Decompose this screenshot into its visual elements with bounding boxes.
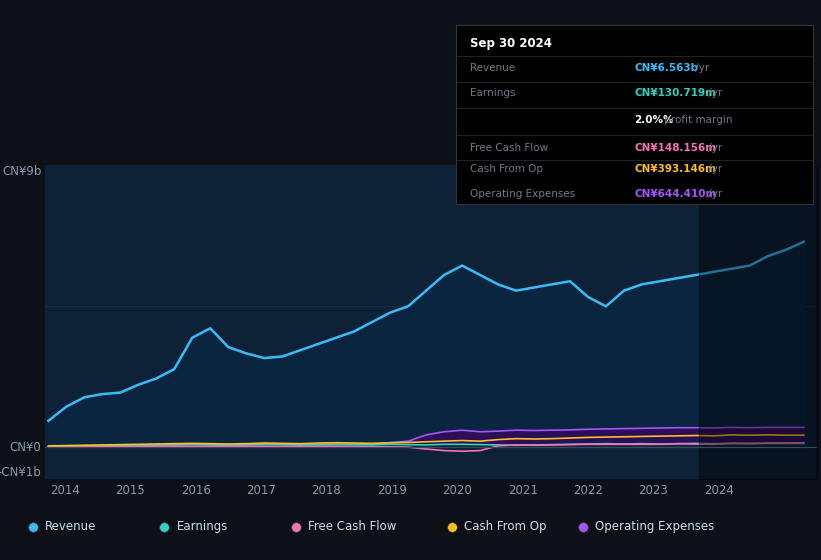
Text: 2.0%%: 2.0%% (635, 115, 674, 125)
Text: /yr: /yr (705, 143, 722, 153)
Text: CN¥393.146m: CN¥393.146m (635, 164, 716, 174)
Text: CN¥0: CN¥0 (10, 441, 41, 454)
Text: Cash From Op: Cash From Op (464, 520, 546, 533)
Text: /yr: /yr (705, 88, 722, 99)
Text: Earnings: Earnings (470, 88, 516, 99)
Text: -CN¥1b: -CN¥1b (0, 466, 41, 479)
Text: Earnings: Earnings (177, 520, 228, 533)
Text: /yr: /yr (705, 164, 722, 174)
Text: profit margin: profit margin (661, 115, 732, 125)
Text: Operating Expenses: Operating Expenses (595, 520, 714, 533)
Text: Sep 30 2024: Sep 30 2024 (470, 36, 552, 50)
Text: Cash From Op: Cash From Op (470, 164, 543, 174)
Text: CN¥644.410m: CN¥644.410m (635, 189, 717, 199)
Text: /yr: /yr (705, 189, 722, 199)
Text: Revenue: Revenue (470, 63, 515, 73)
Text: CN¥130.719m: CN¥130.719m (635, 88, 716, 99)
Text: /yr: /yr (692, 63, 709, 73)
Text: CN¥9b: CN¥9b (2, 165, 41, 178)
Text: CN¥148.156m: CN¥148.156m (635, 143, 717, 153)
Text: Revenue: Revenue (45, 520, 97, 533)
Text: Free Cash Flow: Free Cash Flow (470, 143, 548, 153)
Text: CN¥6.563b: CN¥6.563b (635, 63, 699, 73)
Text: Operating Expenses: Operating Expenses (470, 189, 576, 199)
Text: Free Cash Flow: Free Cash Flow (308, 520, 397, 533)
